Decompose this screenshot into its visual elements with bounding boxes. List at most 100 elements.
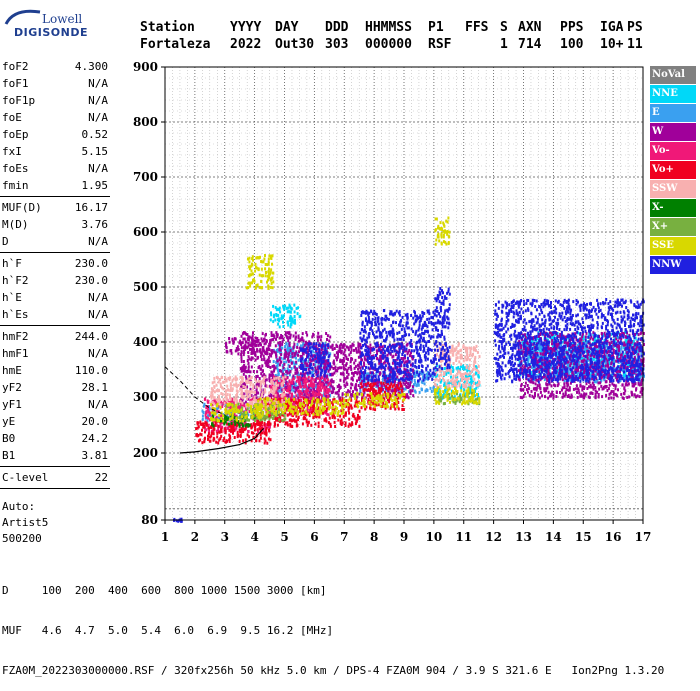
echo-point-vo bbox=[310, 424, 312, 427]
echo-point-vo bbox=[240, 431, 242, 434]
echo-point-w bbox=[244, 366, 246, 369]
echo-point-w bbox=[292, 355, 294, 358]
echo-point-w bbox=[601, 395, 603, 398]
echo-point-w bbox=[635, 389, 637, 392]
echo-point-vo bbox=[242, 439, 244, 442]
echo-point-w bbox=[337, 353, 339, 356]
echo-point-vo bbox=[270, 438, 272, 441]
echo-point-w bbox=[288, 360, 290, 363]
echo-point-w bbox=[266, 363, 268, 366]
echo-point-w bbox=[621, 384, 623, 387]
echo-point-w bbox=[247, 359, 249, 362]
echo-point-w bbox=[272, 365, 274, 368]
echo-point-w bbox=[309, 358, 311, 361]
echo-point-w bbox=[283, 338, 285, 341]
echo-point-w bbox=[338, 350, 340, 353]
echo-point-w bbox=[295, 352, 297, 355]
echo-point-vo bbox=[260, 437, 262, 440]
echo-point-w bbox=[605, 380, 607, 383]
echo-point-w bbox=[355, 359, 357, 362]
echo-point-w bbox=[534, 388, 536, 391]
echo-point-w bbox=[326, 375, 328, 378]
echo-point-w bbox=[529, 394, 531, 397]
echo-point-w bbox=[549, 331, 551, 334]
echo-point-e bbox=[538, 344, 540, 347]
echo-point-w bbox=[269, 341, 271, 344]
echo-point-w bbox=[526, 388, 528, 391]
echo-point-w bbox=[581, 360, 583, 363]
echo-point-w bbox=[617, 388, 619, 391]
echo-point-w bbox=[299, 339, 301, 342]
echo-point-w bbox=[559, 391, 561, 394]
echo-point-w bbox=[551, 342, 553, 345]
echo-point-w bbox=[286, 370, 288, 373]
echo-point-vo bbox=[258, 427, 260, 430]
echo-point-w bbox=[586, 382, 588, 385]
echo-point-e bbox=[431, 390, 433, 393]
echo-point-vo bbox=[305, 385, 307, 388]
echo-point-vo bbox=[218, 430, 220, 433]
echo-point-e bbox=[312, 350, 314, 353]
echo-point-nne bbox=[294, 319, 296, 322]
echo-point-vo bbox=[201, 429, 203, 432]
echo-point-w bbox=[286, 352, 288, 355]
echo-point-w bbox=[589, 347, 591, 350]
echo-point-vo bbox=[266, 427, 268, 430]
echo-point-w bbox=[292, 375, 294, 378]
echo-point-w bbox=[313, 363, 315, 366]
echo-point-e bbox=[414, 379, 416, 382]
echo-point-w bbox=[246, 333, 248, 336]
echo-point-w bbox=[359, 366, 361, 369]
echo-point-w bbox=[248, 362, 250, 365]
echo-point-w bbox=[410, 392, 412, 395]
echo-point-w bbox=[279, 356, 281, 359]
echo-point-w bbox=[353, 374, 355, 377]
echo-point-w bbox=[256, 350, 258, 353]
echo-point-w bbox=[273, 334, 275, 337]
echo-point-w bbox=[525, 382, 527, 385]
echo-point-w bbox=[237, 345, 239, 348]
echo-point-vo bbox=[207, 408, 209, 411]
echo-point-w bbox=[238, 348, 240, 351]
echo-point-nne bbox=[282, 305, 284, 308]
echo-point-vo bbox=[211, 432, 213, 435]
echo-point-w bbox=[581, 385, 583, 388]
echo-point-w bbox=[536, 389, 538, 392]
echo-point-w bbox=[554, 384, 556, 387]
echo-point-vo bbox=[255, 439, 257, 442]
echo-point-vo bbox=[226, 439, 228, 442]
echo-point-w bbox=[284, 349, 286, 352]
echo-point-vo bbox=[287, 386, 289, 389]
echo-point-vo bbox=[264, 438, 266, 441]
echo-point-w bbox=[305, 331, 307, 334]
echo-point-nne bbox=[462, 365, 464, 368]
echo-point-w bbox=[356, 389, 358, 392]
echo-point-e bbox=[426, 377, 428, 380]
echo-point-w bbox=[608, 387, 610, 390]
echo-point-w bbox=[280, 370, 282, 373]
echo-point-vo bbox=[320, 383, 322, 386]
echo-point-nne bbox=[287, 307, 289, 310]
echo-point-w bbox=[350, 351, 352, 354]
echo-point-vo bbox=[306, 380, 308, 383]
echo-point-w bbox=[520, 347, 522, 350]
echo-point-w bbox=[552, 397, 554, 400]
echo-point-vo bbox=[245, 427, 247, 430]
echo-point-nne bbox=[283, 308, 285, 311]
echo-point-w bbox=[243, 351, 245, 354]
echo-point-w bbox=[564, 341, 566, 344]
echo-point-e bbox=[202, 418, 204, 421]
echo-point-w bbox=[261, 358, 263, 361]
echo-point-e bbox=[287, 367, 289, 370]
echo-point-nne bbox=[463, 388, 465, 391]
echo-point-w bbox=[329, 336, 331, 339]
echo-point-w bbox=[352, 390, 354, 393]
echo-point-w bbox=[263, 358, 265, 361]
echo-point-w bbox=[245, 341, 247, 344]
echo-point-w bbox=[273, 368, 275, 371]
echo-point-w bbox=[286, 336, 288, 339]
echo-point-w bbox=[623, 397, 625, 400]
echo-point-nne bbox=[457, 366, 459, 369]
echo-point-w bbox=[520, 388, 522, 391]
echo-point-w bbox=[358, 356, 360, 359]
